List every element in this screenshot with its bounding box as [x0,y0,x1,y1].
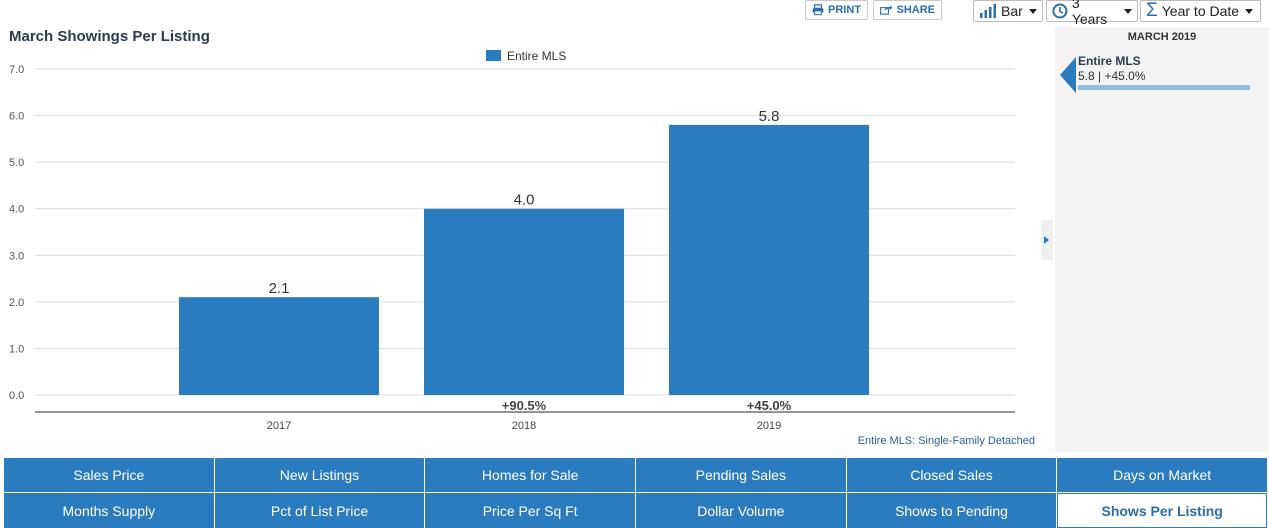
clock-icon [1052,3,1068,19]
tab-pending-sales[interactable]: Pending Sales [636,458,846,492]
share-icon [880,5,893,15]
x-tick-label: 2019 [757,420,781,432]
change-label: +90.5% [502,398,547,413]
bar-value-label: 5.8 [759,108,780,125]
sigma-icon: Σ [1146,0,1158,21]
y-tick-label: 6.0 [9,111,24,123]
y-tick-label: 0.0 [9,390,24,402]
bar-value-label: 4.0 [514,192,535,209]
tab-days-on-market[interactable]: Days on Market [1057,458,1267,492]
side-panel-value: 5.8 | +45.0% [1078,69,1146,83]
y-tick-label: 1.0 [9,343,24,355]
change-label: +45.0% [747,398,792,413]
period-dropdown[interactable]: 3 Years [1046,0,1138,27]
pointer-arrow-icon [1060,57,1076,93]
x-tick-label: 2018 [512,420,536,432]
y-tick-label: 3.0 [9,250,24,262]
period-value: 3 Years [1071,0,1108,27]
chart-title: March Showings Per Listing [9,28,210,45]
print-button[interactable]: PRINT [805,0,868,20]
chart-type-value: Bar [1001,3,1023,19]
y-tick-label: 7.0 [9,64,24,76]
bar-value-label: 2.1 [269,280,290,297]
printer-icon [812,4,824,16]
tab-months-supply[interactable]: Months Supply [4,493,214,528]
chevron-down-icon [1028,8,1037,14]
print-label: PRINT [828,4,861,16]
tab-shows-to-pending[interactable]: Shows to Pending [846,493,1057,528]
x-tick-label: 2017 [267,420,291,432]
y-tick-label: 2.0 [9,297,24,309]
side-panel-bar [1078,85,1250,90]
share-label: SHARE [896,4,935,16]
tab-new-listings[interactable]: New Listings [214,458,425,492]
range-value: Year to Date [1161,3,1240,19]
chevron-right-icon [1044,236,1049,244]
y-tick-label: 5.0 [9,157,24,169]
bar-chart-icon [980,4,996,18]
footnote: Entire MLS: Single-Family Detached [857,435,1035,447]
tab-closed-sales[interactable]: Closed Sales [846,458,1057,492]
side-panel-series: Entire MLS [1078,54,1141,68]
tab-pct-of-list-price[interactable]: Pct of List Price [214,493,425,528]
bar-chart: 0.0 1.0 2.0 3.0 4.0 5.0 6.0 7.0 2.1 4.0 5.8 +90.5… [9,49,1015,432]
bar [669,124,869,395]
tab-shows-per-listing[interactable]: Shows Per Listing [1057,493,1267,528]
legend-label: Entire MLS [507,49,566,63]
tab-dollar-volume[interactable]: Dollar Volume [636,493,846,528]
bar [179,297,379,395]
bar [424,208,624,395]
tab-sales-price[interactable]: Sales Price [4,458,214,492]
y-tick-label: 4.0 [9,204,24,216]
legend-swatch [486,50,501,61]
panel-toggle[interactable] [1041,220,1053,260]
metric-tabs: Sales Price New Listings Homes for Sale … [4,458,1267,528]
side-panel-month: MARCH 2019 [1127,31,1197,43]
chart-type-dropdown[interactable]: Bar [973,0,1043,22]
side-panel: MARCH 2019 Entire MLS 5.8 | +45.0% [1055,27,1269,452]
tab-price-per-sq-ft[interactable]: Price Per Sq Ft [425,493,635,528]
range-dropdown[interactable]: Σ Year to Date [1140,0,1261,22]
tab-homes-for-sale[interactable]: Homes for Sale [425,458,635,492]
share-button[interactable]: SHARE [873,0,942,20]
chevron-down-icon [1124,8,1132,14]
chevron-down-icon [1245,8,1254,14]
